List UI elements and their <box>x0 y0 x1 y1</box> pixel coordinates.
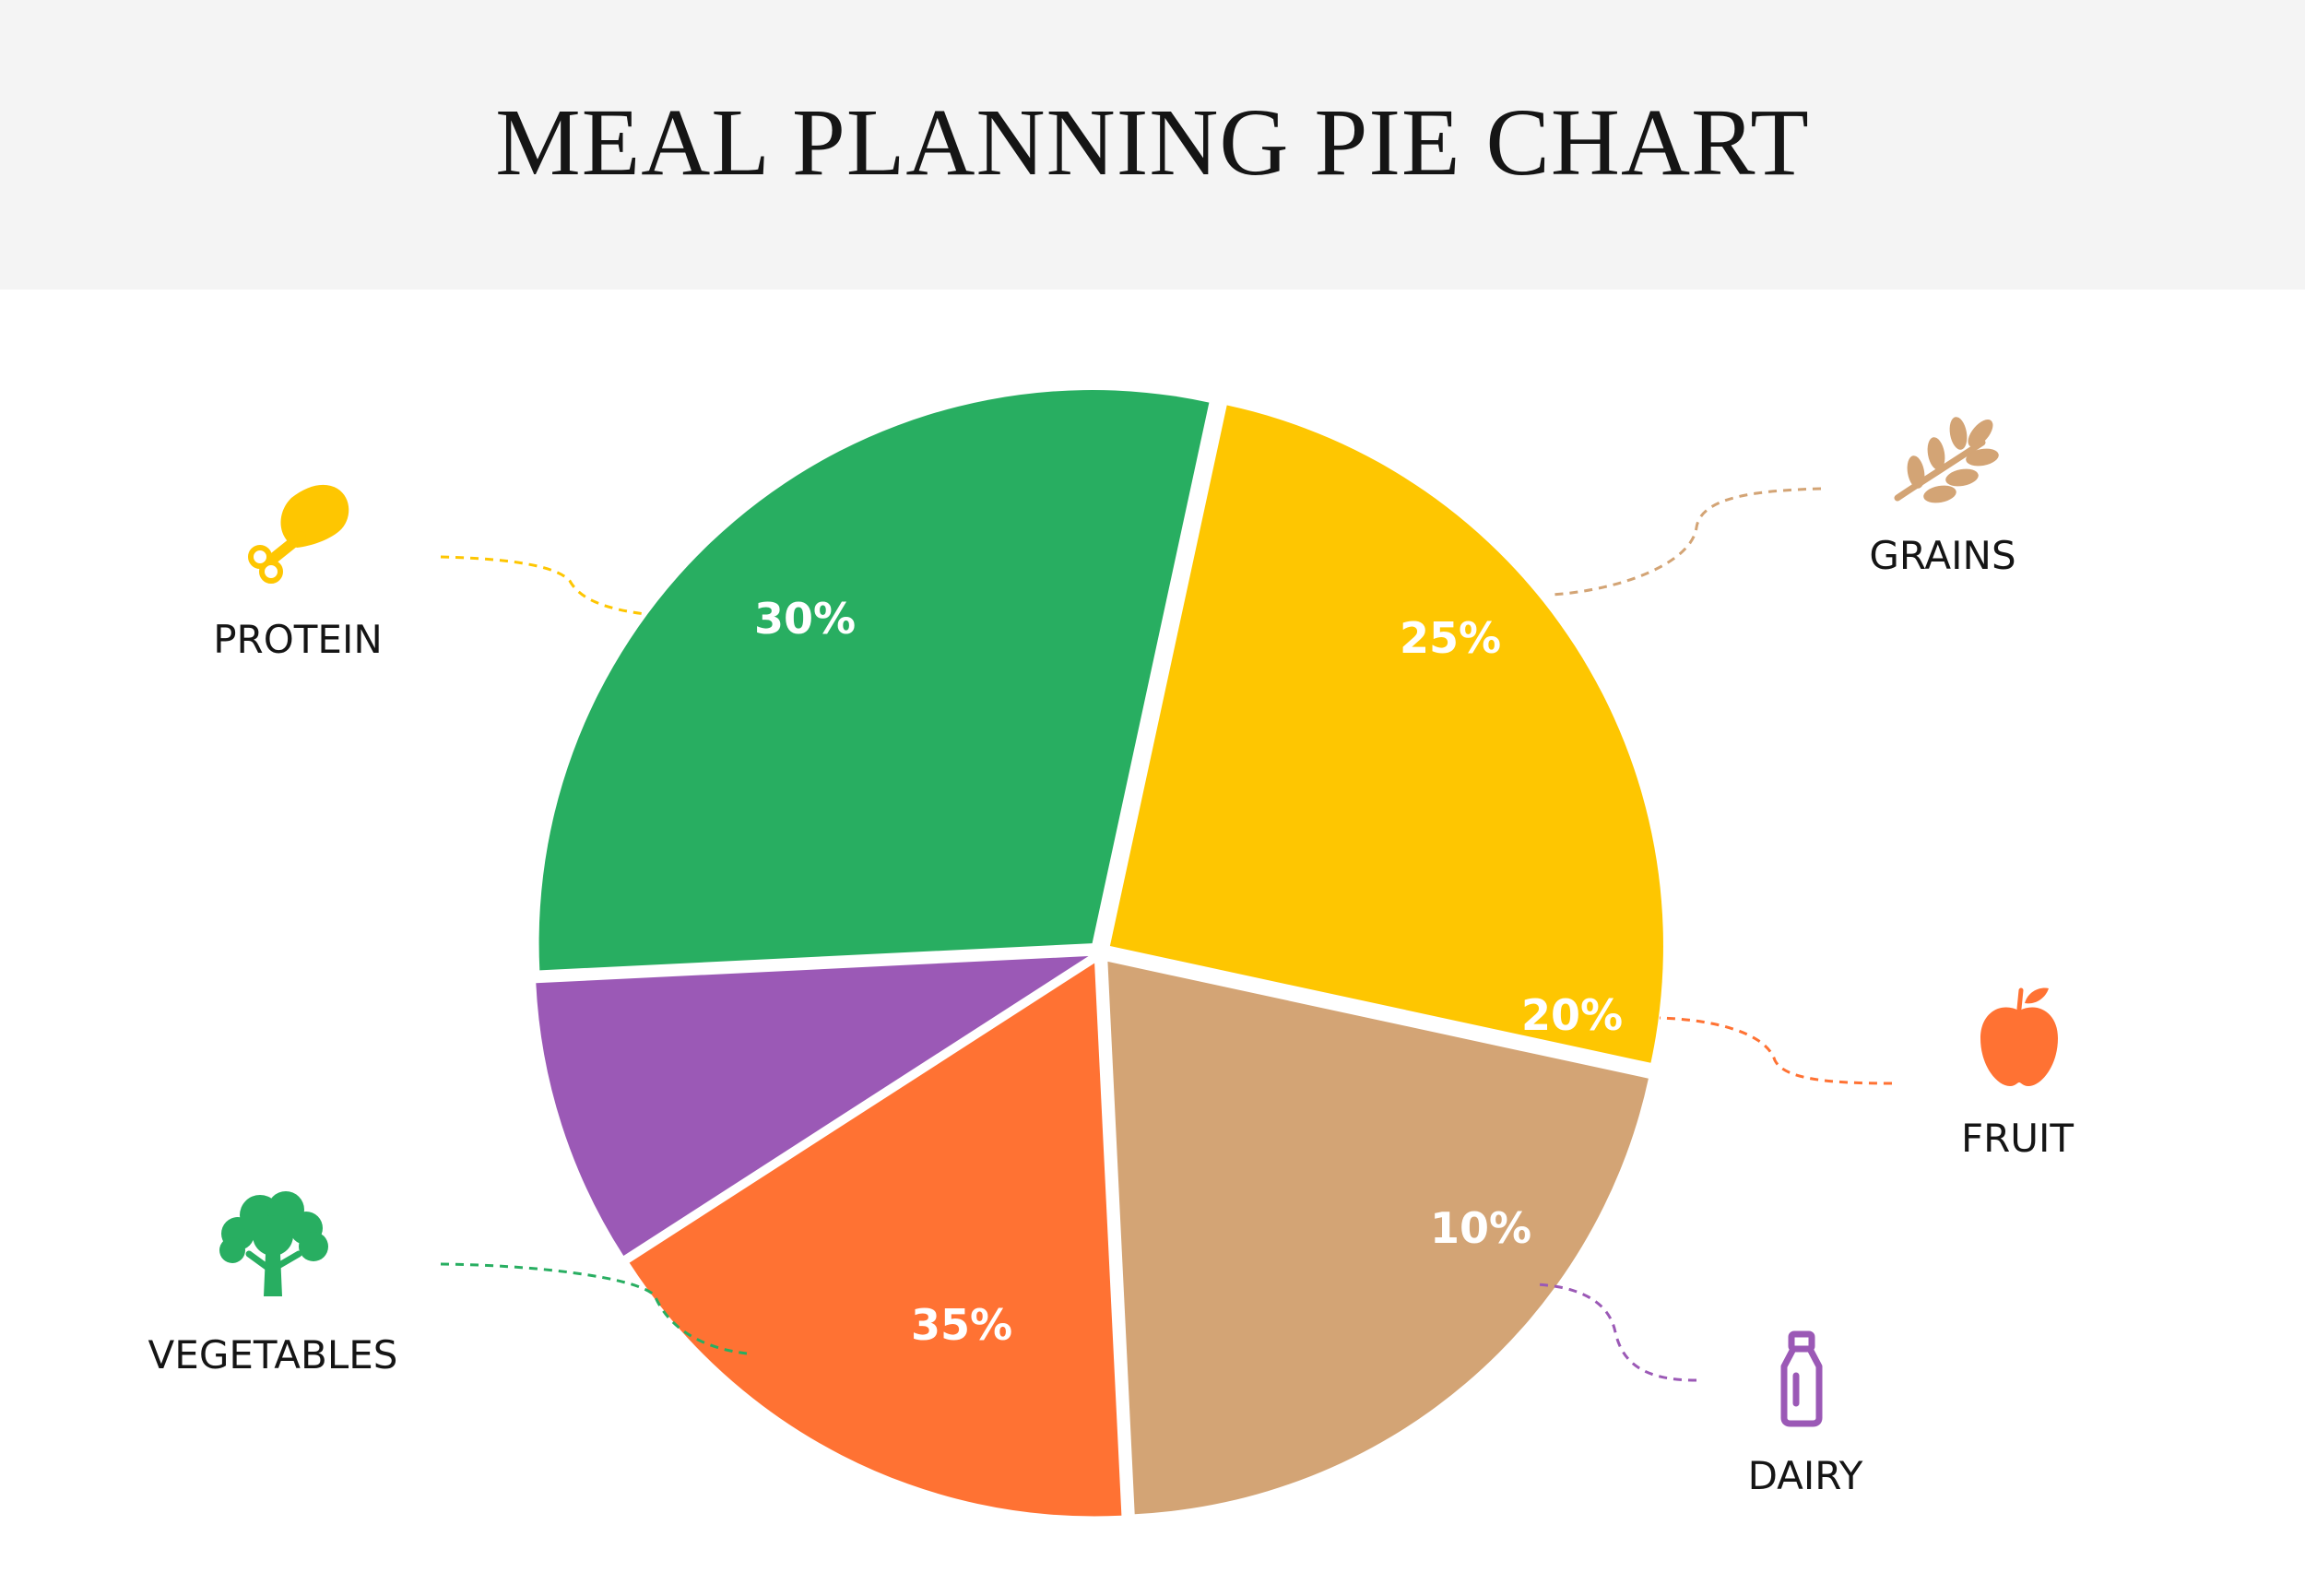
broccoli-icon <box>219 1191 328 1296</box>
page-title: MEAL PLANNING PIE CHART <box>495 89 1810 195</box>
category-label-dairy: DAIRY <box>1748 1453 1863 1498</box>
slice-label-fruit: 20% <box>1521 990 1623 1040</box>
slice-fruit <box>629 963 1122 1517</box>
slice-label-protein: 30% <box>754 594 856 644</box>
leader-line-vegetables <box>440 1262 748 1355</box>
leader-line-dairy <box>1534 1283 1697 1382</box>
leader-line-fruit <box>1659 1016 1893 1085</box>
slice-vegetables <box>538 390 1210 971</box>
category-label-grains: GRAINS <box>1869 533 2015 578</box>
category-label-vegetables: VEGETABLES <box>148 1332 398 1377</box>
apple-icon <box>1980 987 2058 1086</box>
title-banner <box>0 0 2305 290</box>
slice-protein <box>1109 405 1663 1063</box>
milk-bottle-icon <box>1780 1330 1823 1427</box>
slice-label-dairy: 10% <box>1430 1203 1531 1253</box>
leader-line-protein <box>440 555 646 616</box>
slice-label-vegetables: 35% <box>911 1300 1012 1350</box>
slice-label-grains: 25% <box>1400 613 1501 663</box>
category-label-fruit: FRUIT <box>1961 1116 2074 1161</box>
leader-line-grains <box>1551 487 1822 597</box>
drumstick-icon <box>248 484 349 584</box>
slice-grains <box>1107 961 1649 1515</box>
slice-dairy <box>536 956 1089 1256</box>
wheat-icon <box>1894 417 1999 503</box>
category-label-protein: PROTEIN <box>213 617 383 662</box>
